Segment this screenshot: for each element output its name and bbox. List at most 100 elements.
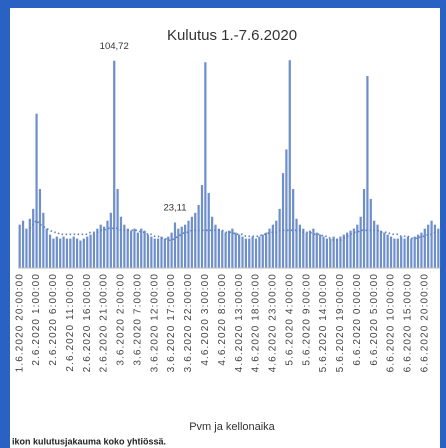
- x-tick-label: 2.6.2020 16:00:00: [82, 273, 93, 372]
- bar: [34, 113, 39, 269]
- bar: [71, 235, 76, 269]
- bar: [78, 239, 83, 269]
- bar: [109, 212, 113, 269]
- bar: [385, 234, 390, 269]
- bar: [396, 237, 400, 269]
- bar: [352, 228, 356, 269]
- x-tick-label: 5.6.2020 19:00:00: [335, 273, 346, 372]
- data-label: 104,72: [100, 41, 129, 52]
- bar: [132, 228, 137, 269]
- bar: [301, 228, 305, 269]
- bar: [426, 224, 430, 269]
- bar: [146, 234, 150, 269]
- bar: [95, 228, 100, 269]
- x-tick-label: 2.6.2020 1:00:00: [31, 273, 42, 366]
- x-tick-label: 2.6.2020 6:00:00: [48, 273, 59, 366]
- bar: [321, 235, 326, 269]
- bar: [237, 234, 241, 269]
- bar: [402, 237, 407, 269]
- bar: [392, 237, 397, 269]
- bar: [429, 220, 434, 269]
- x-tick-label: 4.6.2020 3:00:00: [200, 273, 211, 366]
- bar: [342, 234, 346, 269]
- bar: [288, 59, 292, 269]
- bar: [190, 216, 194, 269]
- x-tick-label: 4.6.2020 13:00:00: [234, 273, 245, 372]
- bar: [156, 237, 160, 269]
- bar: [61, 235, 66, 269]
- x-tick-label: 6.6.2020 0:00:00: [352, 273, 363, 366]
- bar: [169, 232, 174, 269]
- x-tick-label: 6.6.2020 5:00:00: [369, 273, 380, 366]
- bar: [75, 237, 79, 269]
- bar: [163, 237, 167, 269]
- bar: [200, 184, 204, 269]
- bar: [291, 188, 295, 269]
- bar: [318, 234, 322, 269]
- bar: [44, 228, 49, 269]
- bar: [38, 188, 42, 269]
- caption: ikon kulutusjakauma koko yhtiössä.: [12, 436, 166, 446]
- bar: [244, 237, 248, 269]
- bar: [58, 237, 62, 269]
- bar: [24, 228, 29, 269]
- x-tick-label: 5.6.2020 9:00:00: [301, 273, 312, 366]
- bar: [257, 235, 262, 269]
- bar: [92, 232, 96, 269]
- bar: [139, 228, 143, 269]
- bar: [267, 228, 272, 269]
- bar: [112, 60, 116, 269]
- bar: [409, 237, 414, 269]
- bar: [254, 237, 258, 269]
- bar: [136, 232, 140, 269]
- bar: [358, 216, 363, 269]
- bar: [382, 232, 387, 269]
- bar: [180, 226, 184, 269]
- bar: [362, 188, 366, 269]
- bar: [126, 228, 130, 269]
- bar: [220, 230, 224, 269]
- x-tick-label: 4.6.2020 8:00:00: [217, 273, 228, 366]
- bar: [389, 235, 393, 269]
- bar: [247, 237, 251, 269]
- bar: [149, 235, 154, 269]
- bar: [17, 224, 22, 269]
- bar: [85, 235, 89, 269]
- x-tick-label: 3.6.2020 7:00:00: [132, 273, 143, 366]
- bar: [28, 218, 32, 269]
- bar: [335, 237, 339, 269]
- bar: [142, 230, 147, 269]
- x-tick-label: 6.6.2020 20:00:00: [419, 273, 430, 372]
- bar: [399, 235, 403, 269]
- x-tick-label: 3.6.2020 22:00:00: [183, 273, 194, 372]
- bar: [304, 232, 309, 269]
- bar: [406, 235, 410, 269]
- bar: [153, 237, 157, 269]
- bar: [88, 234, 93, 269]
- x-tick-label: 4.6.2020 23:00:00: [268, 273, 279, 372]
- bar: [328, 237, 332, 269]
- bar: [227, 230, 231, 269]
- x-tick-label: 1.6.2020 20:00:00: [14, 273, 25, 372]
- bar: [159, 235, 164, 269]
- x-tick-label: 5.6.2020 14:00:00: [318, 273, 329, 372]
- bar: [51, 237, 56, 269]
- x-tick-label: 3.6.2020 2:00:00: [116, 273, 127, 366]
- data-label: 23,11: [163, 203, 186, 214]
- bar: [365, 75, 370, 269]
- bar: [196, 204, 201, 269]
- bar: [277, 208, 282, 269]
- bar: [193, 212, 197, 269]
- bar: [41, 212, 46, 269]
- bar: [369, 198, 373, 269]
- bar: [31, 208, 35, 269]
- bar: [119, 216, 123, 269]
- x-tick-label: 4.6.2020 18:00:00: [251, 273, 262, 372]
- bar: [217, 228, 221, 269]
- x-tick-label: 2.6.2020 11:00:00: [65, 273, 76, 372]
- x-tick-label: 2.6.2020 21:00:00: [99, 273, 110, 372]
- bar: [294, 218, 299, 269]
- bar: [436, 228, 441, 269]
- x-tick-label: 3.6.2020 17:00:00: [166, 273, 177, 372]
